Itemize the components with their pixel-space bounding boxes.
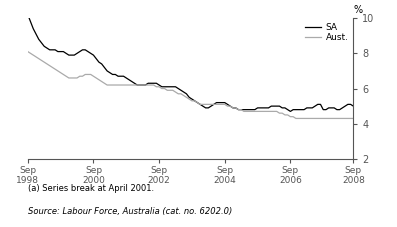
Aust. [343, 117, 347, 120]
Aust. [283, 114, 287, 116]
SA [206, 106, 211, 109]
SA [351, 105, 356, 107]
SA [25, 13, 30, 16]
SA [94, 57, 98, 60]
SA [250, 108, 254, 111]
Aust. [25, 50, 30, 53]
Legend: SA, Aust.: SA, Aust. [305, 23, 349, 42]
Text: (a) Series break at April 2001.: (a) Series break at April 2001. [28, 184, 154, 193]
SA [288, 110, 293, 113]
Line: SA: SA [28, 15, 353, 111]
SA [113, 73, 118, 76]
SA [343, 105, 347, 107]
Aust. [250, 110, 254, 113]
Line: Aust.: Aust. [28, 52, 353, 118]
Aust. [94, 77, 98, 79]
Aust. [113, 84, 118, 86]
Aust. [206, 103, 211, 106]
SA [283, 106, 287, 109]
Text: Source: Labour Force, Australia (cat. no. 6202.0): Source: Labour Force, Australia (cat. no… [28, 207, 232, 216]
Aust. [351, 117, 356, 120]
Aust. [293, 117, 298, 120]
Text: %: % [353, 5, 362, 15]
